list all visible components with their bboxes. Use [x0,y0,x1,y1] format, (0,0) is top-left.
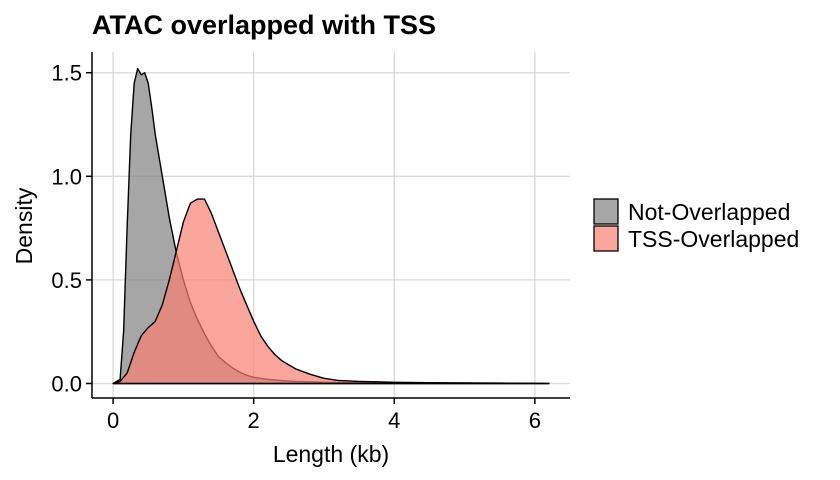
x-axis-title: Length (kb) [273,441,389,467]
x-tick-label-3: 6 [529,408,541,433]
x-tick-label-1: 2 [248,408,260,433]
density-area-tss-overlapped [112,198,550,385]
chart-title: ATAC overlapped with TSS [92,10,436,40]
x-tick-label-2: 4 [388,408,400,433]
density-areas [112,67,550,385]
legend-label-tss-overlapped: TSS-Overlapped [628,226,799,252]
x-tick-label-0: 0 [107,408,119,433]
y-tick-label-1: 0.5 [51,268,82,293]
legend-swatch-tss-overlapped [593,225,619,252]
legend-label-not-overlapped: Not-Overlapped [628,199,790,225]
y-axis-title: Density [11,187,37,264]
y-tick-label-2: 1.0 [51,164,82,189]
y-tick-label-0: 0.0 [51,371,82,396]
legend-swatch-not-overlapped [593,198,619,225]
axes: 0 2 4 6 0.0 0.5 1.0 1.5 [51,52,570,433]
y-tick-label-3: 1.5 [51,61,82,86]
